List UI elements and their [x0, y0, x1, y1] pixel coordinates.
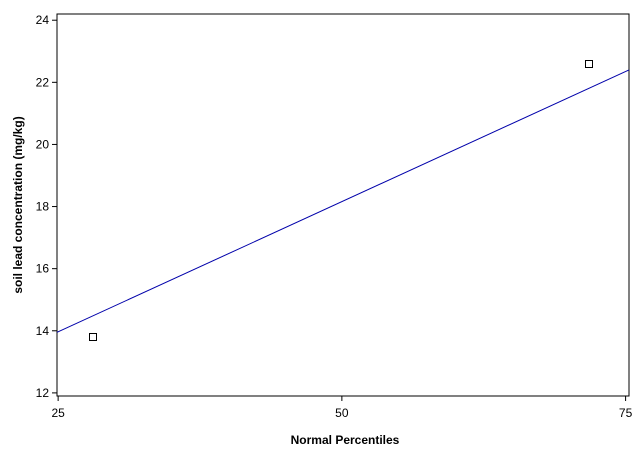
y-tick-label-12: 12 [36, 386, 50, 400]
y-tick-label-16: 16 [36, 262, 50, 276]
x-axis-title: Normal Percentiles [291, 433, 400, 447]
y-tick-label-20: 20 [36, 137, 50, 151]
y-tick-label-22: 22 [36, 75, 50, 89]
y-tick-label-18: 18 [36, 200, 50, 214]
x-axis: 25 50 75 [51, 396, 633, 420]
data-points-layer [89, 60, 593, 341]
x-tick-label-75: 75 [619, 406, 633, 420]
data-point-1 [89, 333, 97, 341]
plot-frame [56, 13, 630, 397]
y-tick-label-14: 14 [36, 324, 50, 338]
fit-line [56, 69, 630, 333]
y-axis: 12 14 16 18 20 22 24 [36, 13, 57, 400]
data-point-2 [585, 60, 593, 68]
x-tick-label-50: 50 [335, 406, 349, 420]
y-axis-title: soil lead concentration (mg/kg) [11, 116, 25, 293]
x-tick-label-25: 25 [51, 406, 65, 420]
fit-line-layer [56, 69, 630, 333]
y-tick-label-24: 24 [36, 13, 50, 27]
